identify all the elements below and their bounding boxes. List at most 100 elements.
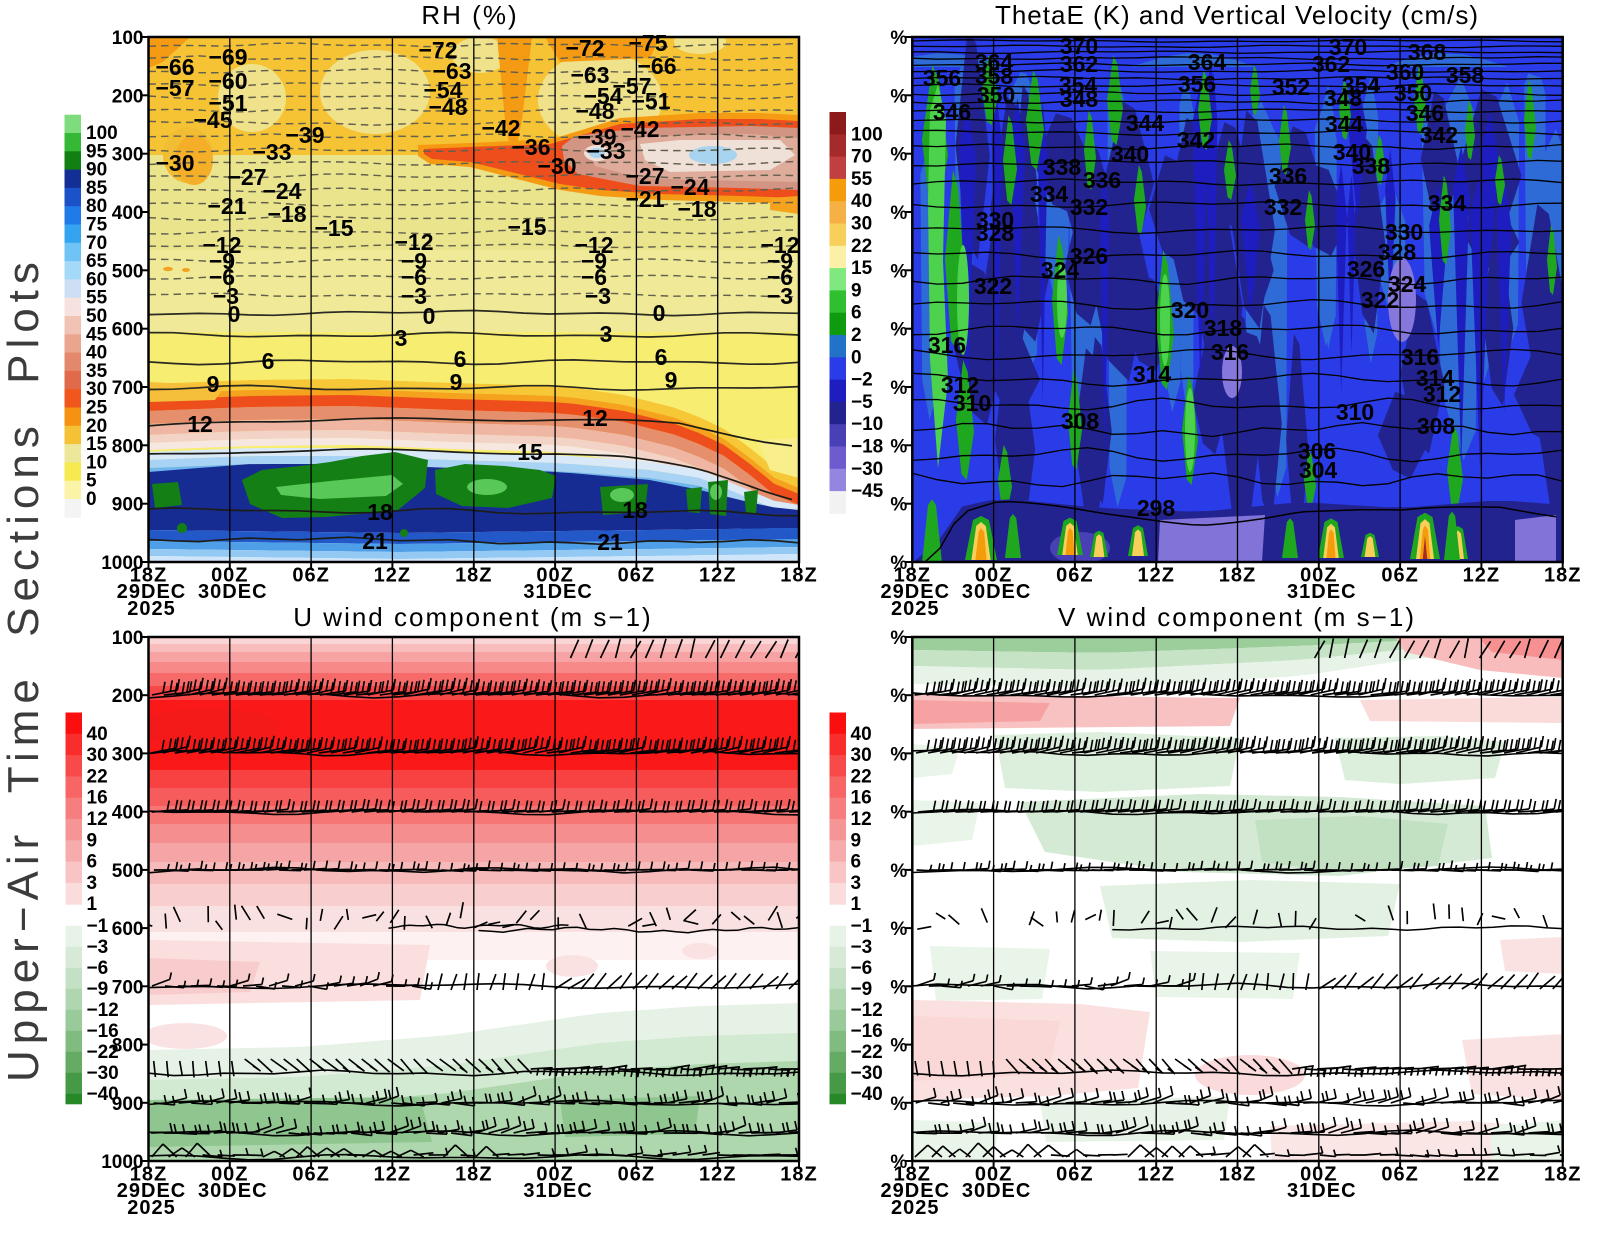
svg-text:65: 65	[86, 251, 108, 272]
svg-text:2025: 2025	[891, 1197, 940, 1219]
svg-text:−3: −3	[213, 283, 239, 309]
svg-text:31DEC: 31DEC	[523, 581, 592, 603]
svg-text:344: 344	[1325, 111, 1364, 137]
svg-text:324: 324	[1388, 271, 1427, 297]
svg-text:00Z: 00Z	[1300, 565, 1337, 587]
svg-text:18Z: 18Z	[1544, 1164, 1581, 1186]
svg-text:−54: −54	[583, 83, 622, 109]
svg-text:45: 45	[86, 324, 108, 345]
svg-text:40: 40	[86, 343, 107, 364]
svg-text:16: 16	[87, 788, 108, 809]
svg-text:−10: −10	[851, 414, 883, 435]
svg-text:316: 316	[928, 332, 966, 358]
svg-text:18Z: 18Z	[130, 1164, 167, 1186]
svg-text:328: 328	[1378, 239, 1417, 265]
svg-text:400: 400	[112, 203, 144, 224]
svg-text:18: 18	[367, 499, 393, 525]
svg-text:342: 342	[1177, 127, 1215, 153]
svg-text:314: 314	[1133, 361, 1172, 387]
svg-text:300: 300	[112, 145, 144, 166]
svg-text:12Z: 12Z	[374, 1164, 411, 1186]
svg-text:%: %	[890, 744, 907, 765]
svg-text:00Z: 00Z	[975, 1164, 1012, 1186]
svg-text:%: %	[890, 378, 907, 399]
svg-text:−16: −16	[87, 1021, 119, 1042]
svg-text:06Z: 06Z	[618, 565, 655, 587]
svg-text:18Z: 18Z	[780, 1164, 817, 1186]
svg-text:40: 40	[851, 724, 872, 745]
svg-text:−6: −6	[87, 958, 109, 979]
svg-text:%: %	[890, 861, 907, 882]
svg-text:342: 342	[1420, 122, 1458, 148]
svg-text:−33: −33	[586, 138, 625, 164]
svg-text:06Z: 06Z	[618, 1164, 655, 1186]
svg-text:336: 336	[1083, 167, 1121, 193]
svg-text:06Z: 06Z	[292, 565, 329, 587]
svg-text:900: 900	[112, 1094, 144, 1115]
svg-text:6: 6	[262, 348, 275, 374]
svg-text:0: 0	[423, 303, 436, 329]
svg-text:362: 362	[1060, 51, 1098, 77]
svg-text:−30: −30	[851, 459, 883, 480]
svg-text:326: 326	[1070, 243, 1108, 269]
svg-text:−6: −6	[767, 264, 793, 290]
svg-text:06Z: 06Z	[1056, 565, 1093, 587]
svg-text:15: 15	[517, 439, 543, 465]
svg-text:−21: −21	[625, 186, 664, 212]
svg-text:368: 368	[1408, 39, 1447, 65]
svg-text:338: 338	[1352, 153, 1391, 179]
svg-text:308: 308	[1061, 408, 1100, 434]
svg-text:−39: −39	[577, 124, 616, 150]
svg-text:12Z: 12Z	[699, 1164, 736, 1186]
svg-text:−6: −6	[851, 958, 873, 979]
svg-text:%: %	[890, 1152, 907, 1173]
svg-text:40: 40	[851, 191, 872, 212]
svg-text:322: 322	[1361, 287, 1399, 313]
svg-text:−57: −57	[155, 75, 194, 101]
svg-text:12: 12	[582, 405, 608, 431]
svg-text:0: 0	[228, 301, 241, 327]
svg-text:−51: −51	[631, 88, 670, 114]
svg-text:35: 35	[86, 361, 108, 382]
svg-text:358: 358	[1446, 62, 1485, 88]
svg-text:9: 9	[665, 367, 678, 393]
svg-text:30DEC: 30DEC	[962, 1180, 1031, 1202]
svg-text:%: %	[890, 145, 907, 166]
svg-text:18Z: 18Z	[455, 565, 492, 587]
svg-text:3: 3	[395, 325, 408, 351]
svg-text:18Z: 18Z	[1219, 565, 1256, 587]
svg-text:1000: 1000	[101, 553, 143, 574]
svg-text:−3: −3	[767, 283, 793, 309]
svg-text:30DEC: 30DEC	[198, 581, 267, 603]
svg-text:18Z: 18Z	[780, 565, 817, 587]
svg-text:29DEC: 29DEC	[117, 581, 186, 603]
svg-text:70: 70	[851, 147, 872, 168]
svg-text:30: 30	[86, 379, 107, 400]
svg-text:55: 55	[851, 169, 873, 190]
svg-text:−48: −48	[575, 98, 614, 124]
svg-text:−42: −42	[620, 116, 659, 142]
svg-text:3: 3	[87, 873, 98, 894]
svg-text:−9: −9	[581, 248, 607, 274]
svg-text:−33: −33	[252, 139, 291, 165]
svg-text:6: 6	[655, 344, 668, 370]
svg-text:344: 344	[1126, 110, 1165, 136]
svg-text:370: 370	[1329, 34, 1367, 60]
svg-text:%: %	[890, 1036, 907, 1057]
svg-text:−3: −3	[851, 937, 873, 958]
svg-text:00Z: 00Z	[975, 565, 1012, 587]
svg-text:30: 30	[851, 214, 872, 235]
svg-text:−60: −60	[208, 68, 247, 94]
svg-text:−51: −51	[208, 90, 247, 116]
svg-text:12Z: 12Z	[1463, 565, 1500, 587]
svg-text:29DEC: 29DEC	[117, 1180, 186, 1202]
svg-text:−39: −39	[285, 122, 324, 148]
svg-text:600: 600	[112, 919, 144, 940]
svg-text:29DEC: 29DEC	[881, 581, 950, 603]
svg-text:16: 16	[851, 788, 872, 809]
svg-text:334: 334	[1428, 190, 1467, 216]
svg-text:00Z: 00Z	[211, 1164, 248, 1186]
svg-text:500: 500	[112, 261, 144, 282]
svg-text:306: 306	[1298, 438, 1336, 464]
svg-text:%: %	[890, 86, 907, 107]
